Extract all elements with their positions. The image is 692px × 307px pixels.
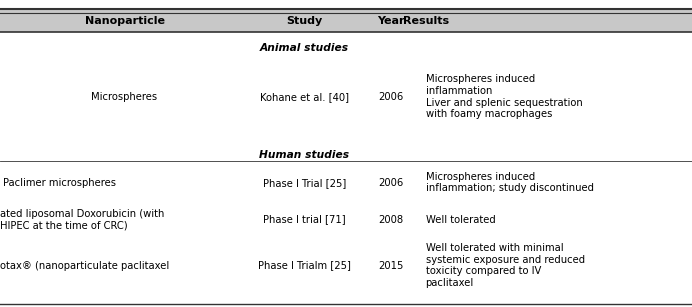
Text: Phase I trial [71]: Phase I trial [71] (263, 215, 346, 224)
Text: Well tolerated: Well tolerated (426, 215, 495, 224)
Text: Year: Year (377, 16, 405, 26)
Text: Kohane et al. [40]: Kohane et al. [40] (260, 92, 349, 102)
Text: Well tolerated with minimal
systemic exposure and reduced
toxicity compared to I: Well tolerated with minimal systemic exp… (426, 243, 585, 288)
Text: Nanoparticle: Nanoparticle (84, 16, 165, 26)
Text: Human studies: Human studies (260, 150, 349, 160)
Text: Microspheres induced
inflammation; study discontinued: Microspheres induced inflammation; study… (426, 172, 594, 193)
Text: Results: Results (403, 16, 448, 26)
Text: Phase I Trial [25]: Phase I Trial [25] (263, 178, 346, 188)
Text: Microspheres induced
inflammation
Liver and splenic sequestration
with foamy mac: Microspheres induced inflammation Liver … (426, 74, 583, 119)
Text: 2006: 2006 (379, 178, 403, 188)
Text: Paclimer microspheres: Paclimer microspheres (3, 178, 116, 188)
Text: 2008: 2008 (379, 215, 403, 224)
Text: 2015: 2015 (379, 261, 403, 270)
Text: Animal studies: Animal studies (260, 43, 349, 52)
Text: ated liposomal Doxorubicin (with
HIPEC at the time of CRC): ated liposomal Doxorubicin (with HIPEC a… (0, 209, 165, 230)
Text: Study: Study (286, 16, 322, 26)
Text: 2006: 2006 (379, 92, 403, 102)
Bar (0, 9, 692, 32)
Text: otax® (nanoparticulate paclitaxel: otax® (nanoparticulate paclitaxel (0, 261, 170, 270)
Text: Microspheres: Microspheres (91, 92, 158, 102)
Text: Phase I Trialm [25]: Phase I Trialm [25] (258, 261, 351, 270)
